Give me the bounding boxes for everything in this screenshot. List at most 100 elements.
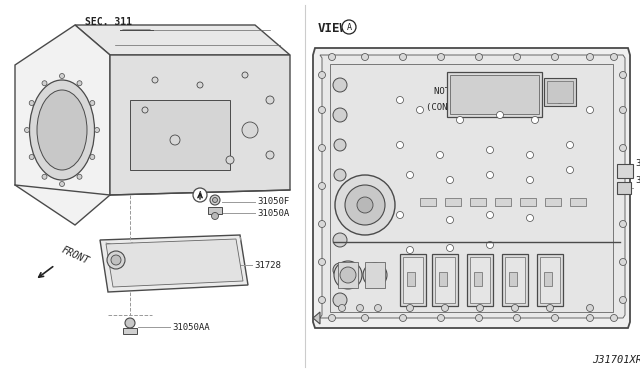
Circle shape	[42, 174, 47, 179]
Text: FRONT: FRONT	[60, 244, 91, 266]
Circle shape	[319, 259, 326, 266]
Circle shape	[363, 263, 387, 287]
Circle shape	[152, 77, 158, 83]
Bar	[502, 254, 528, 306]
Circle shape	[333, 293, 347, 307]
Circle shape	[210, 195, 220, 205]
Text: 31728: 31728	[254, 260, 281, 269]
Circle shape	[620, 71, 627, 78]
Circle shape	[620, 259, 627, 266]
Text: A: A	[198, 190, 202, 199]
Circle shape	[511, 305, 518, 311]
Circle shape	[333, 108, 347, 122]
Circle shape	[620, 296, 627, 304]
Circle shape	[374, 305, 381, 311]
Text: 31050AA: 31050AA	[172, 323, 210, 331]
Circle shape	[417, 106, 424, 113]
Circle shape	[399, 314, 406, 321]
Circle shape	[242, 72, 248, 78]
Circle shape	[486, 241, 493, 248]
Bar	[570, 198, 586, 206]
Circle shape	[547, 305, 554, 311]
Text: 31050A: 31050A	[257, 208, 289, 218]
Circle shape	[77, 174, 82, 179]
Circle shape	[586, 106, 593, 113]
Circle shape	[397, 212, 403, 218]
Circle shape	[125, 318, 135, 328]
Circle shape	[586, 314, 593, 321]
Bar	[505, 257, 525, 303]
Circle shape	[328, 314, 335, 321]
Circle shape	[170, 135, 180, 145]
Circle shape	[333, 233, 347, 247]
Circle shape	[357, 197, 373, 213]
Circle shape	[438, 314, 445, 321]
Circle shape	[486, 212, 493, 218]
Bar	[544, 272, 552, 286]
Circle shape	[620, 183, 627, 189]
Circle shape	[193, 188, 207, 202]
Polygon shape	[313, 48, 630, 328]
Circle shape	[527, 215, 534, 221]
Text: A: A	[346, 22, 351, 32]
Text: 31050F: 31050F	[257, 198, 289, 206]
Circle shape	[456, 116, 463, 124]
Circle shape	[335, 175, 395, 235]
Circle shape	[29, 154, 34, 160]
Text: (CONTROL VALVE): (CONTROL VALVE)	[426, 103, 506, 112]
Circle shape	[226, 156, 234, 164]
Circle shape	[513, 314, 520, 321]
Bar	[445, 198, 461, 206]
Polygon shape	[15, 25, 110, 225]
Bar	[537, 254, 563, 306]
Circle shape	[586, 54, 593, 61]
Bar	[130, 100, 230, 170]
Circle shape	[611, 314, 618, 321]
Text: J31701XR: J31701XR	[592, 355, 640, 365]
Bar	[617, 182, 631, 194]
Circle shape	[334, 169, 346, 181]
Polygon shape	[100, 235, 248, 292]
Bar	[450, 75, 539, 114]
Circle shape	[436, 151, 444, 158]
Circle shape	[486, 171, 493, 179]
Bar	[439, 272, 447, 286]
Bar	[432, 254, 458, 306]
Circle shape	[552, 54, 559, 61]
Circle shape	[406, 171, 413, 179]
Circle shape	[339, 305, 346, 311]
Circle shape	[342, 20, 356, 34]
Circle shape	[90, 154, 95, 160]
Text: 31050F: 31050F	[635, 159, 640, 168]
Bar	[545, 198, 561, 206]
Circle shape	[333, 263, 347, 277]
Bar	[540, 257, 560, 303]
Circle shape	[486, 147, 493, 154]
Circle shape	[340, 267, 356, 283]
Circle shape	[42, 81, 47, 86]
Bar	[520, 198, 536, 206]
Circle shape	[362, 314, 369, 321]
Circle shape	[476, 314, 483, 321]
Circle shape	[319, 106, 326, 113]
Polygon shape	[313, 312, 320, 324]
Circle shape	[345, 185, 385, 225]
Circle shape	[557, 96, 563, 103]
Circle shape	[513, 54, 520, 61]
Circle shape	[242, 122, 258, 138]
Circle shape	[406, 305, 413, 311]
Circle shape	[77, 81, 82, 86]
Bar	[123, 328, 137, 334]
Circle shape	[356, 305, 364, 311]
Circle shape	[319, 71, 326, 78]
Polygon shape	[110, 55, 290, 195]
Circle shape	[406, 247, 413, 253]
Circle shape	[29, 100, 34, 106]
Ellipse shape	[29, 80, 95, 180]
Circle shape	[531, 116, 538, 124]
Circle shape	[328, 54, 335, 61]
Text: SEC. 311: SEC. 311	[85, 17, 132, 27]
Circle shape	[60, 182, 65, 186]
Circle shape	[620, 221, 627, 228]
Circle shape	[447, 217, 454, 224]
